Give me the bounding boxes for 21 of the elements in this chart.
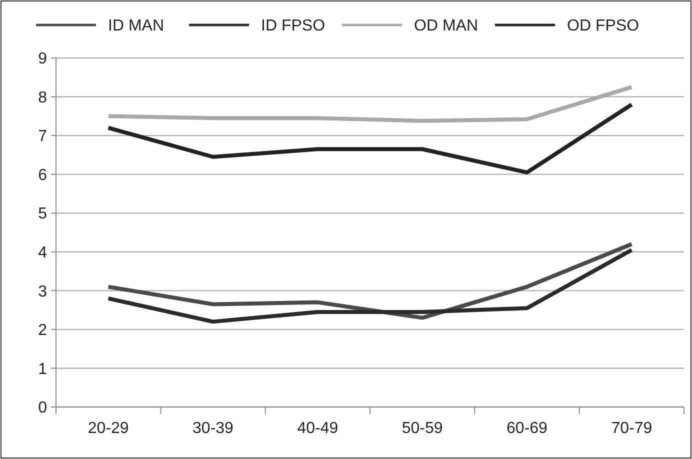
x-tick-label: 50-59 — [402, 420, 443, 437]
x-tick-label: 30-39 — [192, 420, 234, 437]
x-tick-label: 40-49 — [297, 420, 338, 437]
y-tick-label: 0 — [38, 400, 48, 417]
y-tick-label: 1 — [38, 360, 48, 378]
legend-label: ID FPSO — [261, 18, 326, 35]
legend-label: OD MAN — [414, 18, 478, 35]
y-tick-label: 2 — [38, 322, 48, 340]
line-series — [106, 102, 634, 174]
y-tick-label: 3 — [38, 283, 48, 300]
x-tick-label: 70-79 — [611, 420, 652, 437]
legend-label: OD FPSO — [567, 18, 640, 35]
y-tick-label: 7 — [38, 128, 48, 146]
y-tick-label: 8 — [38, 89, 48, 106]
y-tick-label: 5 — [38, 206, 48, 223]
y-tick-label: 6 — [38, 166, 48, 184]
y-tick-label: 9 — [38, 50, 48, 68]
y-tick-label: 4 — [38, 244, 48, 262]
legend-label: ID MAN — [108, 18, 164, 35]
x-tick-label: 20-29 — [88, 420, 129, 437]
x-tick-label: 60-69 — [506, 420, 548, 437]
